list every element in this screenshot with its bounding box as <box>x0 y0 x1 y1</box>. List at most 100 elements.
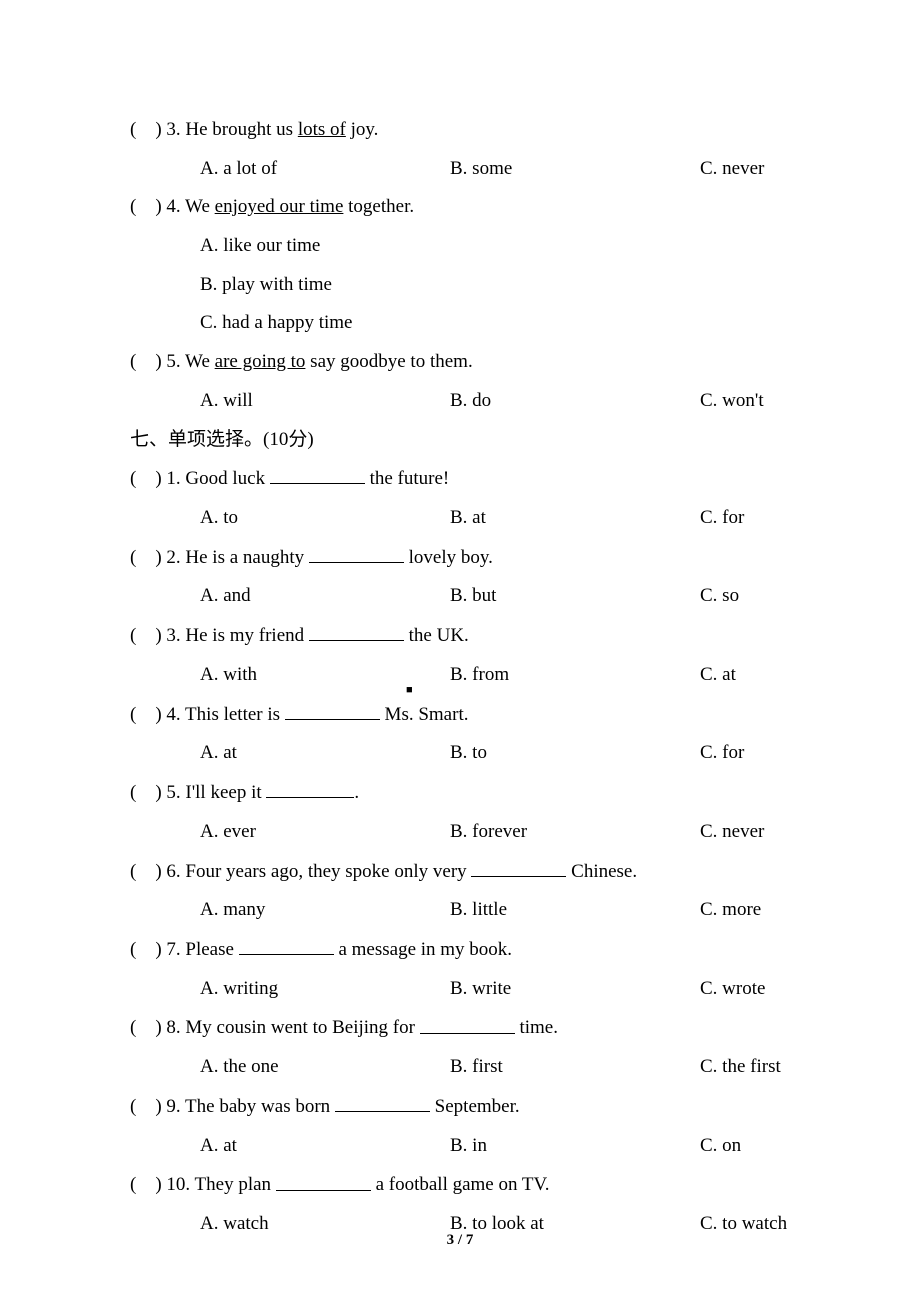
s7-q9: ( ) 9. The baby was born September. A. a… <box>130 1094 790 1158</box>
s7-q6-c: C. more <box>700 898 790 923</box>
s6-q4-options: A. like our time B. play with time C. ha… <box>130 234 790 336</box>
s7-q9-c: C. on <box>700 1134 790 1159</box>
s7-q7-a: A. writing <box>200 977 450 1002</box>
s7-q4-stem: ( ) 4. This letter is Ms. Smart. <box>130 702 790 728</box>
s7-q3-c: C. at <box>700 663 790 688</box>
s7-q1-c: C. for <box>700 506 790 531</box>
blank <box>420 1015 515 1033</box>
s7-q10: ( ) 10. They plan a football game on TV.… <box>130 1172 790 1236</box>
s7-q5-b: B. forever <box>450 820 700 845</box>
s7-q7: ( ) 7. Please a message in my book. A. w… <box>130 937 790 1001</box>
s7-q1-pre: ( ) 1. Good luck <box>130 468 270 489</box>
s6-q3-b: B. some <box>450 157 700 182</box>
s7-q2: ( ) 2. He is a naughty lovely boy. A. an… <box>130 545 790 609</box>
s6-q3-post: joy. <box>346 119 379 140</box>
s7-q3-b: B. from <box>450 664 509 685</box>
s7-q6-pre: ( ) 6. Four years ago, they spoke only v… <box>130 861 471 882</box>
s6-q5-options: A. will B. do C. won't <box>130 389 790 414</box>
blank <box>270 466 365 484</box>
s7-q2-pre: ( ) 2. He is a naughty <box>130 547 309 568</box>
s7-q9-options: A. at B. in C. on <box>130 1134 790 1159</box>
s7-q2-post: lovely boy. <box>404 547 493 568</box>
s7-q4-post: Ms. Smart. <box>380 704 469 725</box>
s7-q8-options: A. the one B. first C. the first <box>130 1055 790 1080</box>
s6-q5: ( ) 5. We are going to say goodbye to th… <box>130 350 790 413</box>
square-marker-icon: ■ <box>406 683 413 697</box>
section-seven-title: 七、单项选择。(10分) <box>130 428 790 453</box>
blank <box>309 545 404 563</box>
s7-q7-post: a message in my book. <box>334 939 512 960</box>
s6-q4-c: C. had a happy time <box>200 311 790 336</box>
s7-q7-b: B. write <box>450 977 700 1002</box>
s7-q7-stem: ( ) 7. Please a message in my book. <box>130 937 790 963</box>
s7-q1-a: A. to <box>200 506 450 531</box>
s7-q2-b: B. but <box>450 584 700 609</box>
s7-q9-a: A. at <box>200 1134 450 1159</box>
s7-q3-post: the UK. <box>404 625 469 646</box>
s7-q5-options: A. ever B. forever C. never <box>130 820 790 845</box>
s7-q5-c: C. never <box>700 820 790 845</box>
s7-q1-b: B. at <box>450 506 700 531</box>
s7-q7-options: A. writing B. write C. wrote <box>130 977 790 1002</box>
s6-q4: ( ) 4. We enjoyed our time together. A. … <box>130 195 790 336</box>
s6-q4-udl: enjoyed our time <box>215 196 344 217</box>
s7-q4-a: A. at <box>200 741 450 766</box>
s7-q9-stem: ( ) 9. The baby was born September. <box>130 1094 790 1120</box>
s7-q8-post: time. <box>515 1018 558 1039</box>
s6-q5-udl: are going to <box>215 351 306 372</box>
s7-q5-a: A. ever <box>200 820 450 845</box>
s7-q7-c: C. wrote <box>700 977 790 1002</box>
s7-q9-pre: ( ) 9. The baby was born <box>130 1096 335 1117</box>
s6-q5-post: say goodbye to them. <box>305 351 472 372</box>
s7-q10-stem: ( ) 10. They plan a football game on TV. <box>130 1172 790 1198</box>
s6-q5-c: C. won't <box>700 389 790 414</box>
s7-q2-options: A. and B. but C. so <box>130 584 790 609</box>
s7-q6-b: B. little <box>450 898 700 923</box>
s7-q9-post: September. <box>430 1096 520 1117</box>
s7-q3-options: A. with ■B. from C. at <box>130 663 790 688</box>
blank <box>309 623 404 641</box>
s6-q5-pre: ( ) 5. We <box>130 351 215 372</box>
exam-page: ( ) 3. He brought us lots of joy. A. a l… <box>0 0 920 1302</box>
s6-q4-a: A. like our time <box>200 234 790 259</box>
s7-q4-pre: ( ) 4. This letter is <box>130 704 285 725</box>
s6-q5-b: B. do <box>450 389 700 414</box>
s7-q8-a: A. the one <box>200 1055 450 1080</box>
s7-q8-stem: ( ) 8. My cousin went to Beijing for tim… <box>130 1015 790 1041</box>
blank <box>471 859 566 877</box>
s7-q8-c: C. the first <box>700 1055 790 1080</box>
s7-q4-b: B. to <box>450 741 700 766</box>
s6-q3-a: A. a lot of <box>200 157 450 182</box>
s7-q4-options: A. at B. to C. for <box>130 741 790 766</box>
blank <box>266 780 354 798</box>
s7-q4-c: C. for <box>700 741 790 766</box>
s6-q3-options: A. a lot of B. some C. never <box>130 157 790 182</box>
s7-q5-stem: ( ) 5. I'll keep it . <box>130 780 790 806</box>
s6-q3-stem: ( ) 3. He brought us lots of joy. <box>130 118 790 143</box>
s6-q4-pre: ( ) 4. We <box>130 196 215 217</box>
s6-q5-a: A. will <box>200 389 450 414</box>
s7-q2-c: C. so <box>700 584 790 609</box>
blank <box>285 702 380 720</box>
blank <box>239 937 334 955</box>
s6-q4-post: together. <box>343 196 414 217</box>
s7-q1-options: A. to B. at C. for <box>130 506 790 531</box>
blank <box>276 1172 371 1190</box>
s6-q4-b: B. play with time <box>200 273 790 298</box>
blank <box>335 1094 430 1112</box>
s7-q1-post: the future! <box>365 468 449 489</box>
s7-q7-pre: ( ) 7. Please <box>130 939 239 960</box>
s6-q3-pre: ( ) 3. He brought us <box>130 119 298 140</box>
s7-q1-stem: ( ) 1. Good luck the future! <box>130 466 790 492</box>
s7-q6: ( ) 6. Four years ago, they spoke only v… <box>130 859 790 923</box>
s7-q8: ( ) 8. My cousin went to Beijing for tim… <box>130 1015 790 1079</box>
s6-q5-stem: ( ) 5. We are going to say goodbye to th… <box>130 350 790 375</box>
s7-q6-a: A. many <box>200 898 450 923</box>
s7-q5-post: . <box>354 782 359 803</box>
s7-q5: ( ) 5. I'll keep it . A. ever B. forever… <box>130 780 790 844</box>
s7-q3-b-wrap: ■B. from <box>450 663 700 688</box>
page-number: 3 / 7 <box>0 1231 920 1251</box>
s7-q2-stem: ( ) 2. He is a naughty lovely boy. <box>130 545 790 571</box>
s6-q3-c: C. never <box>700 157 790 182</box>
s6-q3: ( ) 3. He brought us lots of joy. A. a l… <box>130 118 790 181</box>
